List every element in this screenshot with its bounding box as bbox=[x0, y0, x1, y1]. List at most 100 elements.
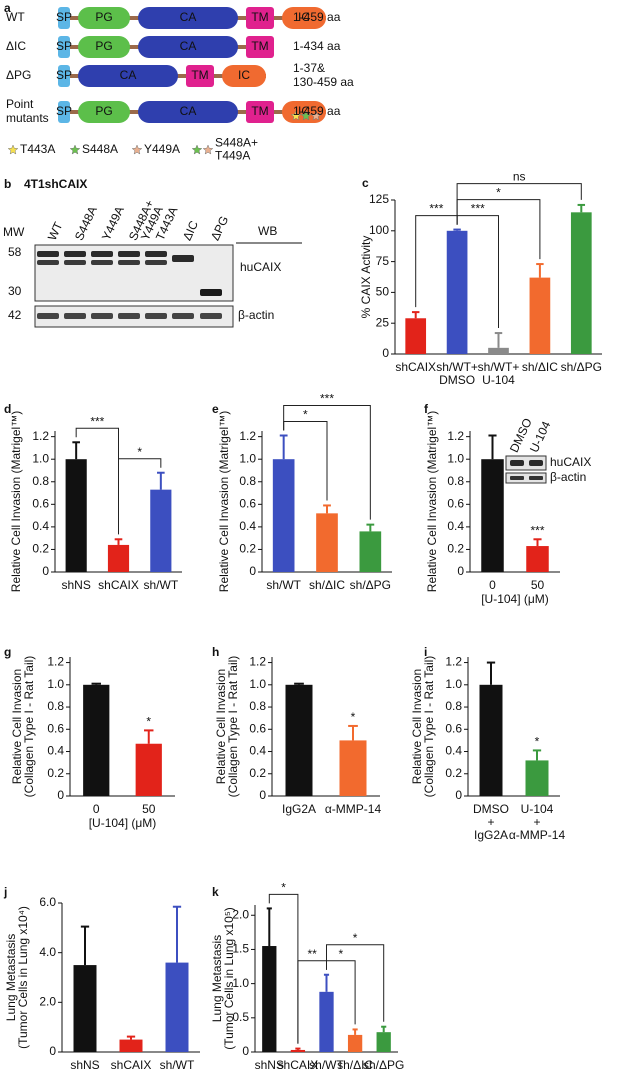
y-axis-label: % CAIX Activity bbox=[359, 236, 373, 319]
star bbox=[300, 110, 312, 121]
range: 1-434 aa bbox=[293, 39, 341, 53]
significance: *** bbox=[530, 523, 544, 537]
y-tick-label: 25 bbox=[376, 315, 390, 329]
mw-label: 30 bbox=[8, 284, 22, 298]
wb-title: WB bbox=[258, 224, 277, 238]
category-line: α-MMP-14 bbox=[509, 828, 566, 842]
y-tick-label: 1.0 bbox=[447, 451, 464, 465]
domain-label: PG bbox=[95, 104, 112, 118]
blot-title: 4T1shCAIX bbox=[24, 177, 87, 191]
category-label: 50 bbox=[531, 578, 545, 592]
y-tick-label: 0.6 bbox=[445, 721, 462, 735]
category-line: DMSO bbox=[439, 373, 475, 387]
domain bbox=[138, 101, 238, 123]
category-label: α-MMP-14 bbox=[325, 802, 382, 816]
category-label: sh/ΔPG bbox=[561, 360, 602, 374]
y-tick-label: 0.8 bbox=[239, 474, 256, 488]
y-axis-label: (Tumor Cells in Lung x10⁵) bbox=[222, 907, 236, 1050]
band bbox=[510, 460, 524, 466]
domain-label: CA bbox=[120, 68, 137, 82]
inset-label: β-actin bbox=[550, 470, 586, 484]
category-label: 50 bbox=[142, 802, 156, 816]
inset-label: huCAIX bbox=[550, 455, 591, 469]
y-tick-label: 1.2 bbox=[249, 655, 266, 669]
y-axis-label: Relative Cell Invasion bbox=[410, 669, 424, 784]
y-tick-label: 0.6 bbox=[47, 721, 64, 735]
bar bbox=[529, 277, 551, 354]
domain-label: TM bbox=[251, 39, 268, 53]
y-tick-label: 0.6 bbox=[447, 496, 464, 510]
lane-label: ΔIC bbox=[180, 218, 201, 242]
y-tick-label: 0.8 bbox=[32, 474, 49, 488]
y-tick-label: 2.0 bbox=[232, 907, 249, 921]
y-tick-label: 0.2 bbox=[447, 542, 464, 556]
x-axis-label: [U-104] (μM) bbox=[89, 816, 157, 830]
y-axis-label: Lung Metastasis bbox=[4, 934, 18, 1021]
y-tick-label: 125 bbox=[369, 192, 389, 206]
significance: * bbox=[137, 445, 142, 459]
significance: *** bbox=[90, 414, 104, 428]
category-label: DMSO + IgG2A bbox=[473, 802, 509, 842]
domain-label: CA bbox=[180, 104, 197, 118]
y-tick-label: 0.4 bbox=[32, 519, 49, 533]
significance: * bbox=[146, 715, 151, 729]
bar bbox=[347, 1034, 363, 1052]
domain bbox=[186, 65, 214, 87]
band bbox=[37, 251, 59, 257]
star bbox=[191, 144, 203, 155]
category-label: sh/WT bbox=[143, 578, 178, 592]
y-tick-label: 0.4 bbox=[249, 744, 266, 758]
y-axis-label: (Collagen Type I - Rat Tail) bbox=[226, 656, 240, 798]
y-axis-label: (Tumor Cells in Lung x10⁴) bbox=[16, 906, 30, 1049]
y-tick-label: 0.6 bbox=[249, 721, 266, 735]
category-label: shNS bbox=[61, 578, 90, 592]
panel-label: g bbox=[4, 645, 11, 659]
y-tick-label: 0 bbox=[457, 564, 464, 578]
bar bbox=[526, 546, 549, 572]
y-tick-label: 1.2 bbox=[445, 655, 462, 669]
bar bbox=[150, 489, 172, 572]
y-axis-label: Relative Cell Invasion (Matrigel™) bbox=[217, 411, 231, 592]
bar bbox=[119, 1039, 143, 1052]
domain bbox=[78, 65, 178, 87]
band bbox=[37, 260, 59, 265]
significance: *** bbox=[429, 202, 443, 216]
star bbox=[202, 144, 214, 155]
lane-label: ΔPG bbox=[208, 214, 231, 243]
y-tick-label: 1.2 bbox=[32, 429, 49, 443]
y-axis-label: (Collagen Type I - Rat Tail) bbox=[422, 656, 436, 798]
y-tick-label: 1.0 bbox=[249, 677, 266, 691]
domain bbox=[58, 65, 70, 87]
y-tick-label: 1.5 bbox=[232, 942, 249, 956]
domain-label: IC bbox=[238, 68, 250, 82]
y-tick-label: 0.8 bbox=[47, 699, 64, 713]
lane-label: WT bbox=[45, 219, 66, 242]
band bbox=[529, 460, 543, 466]
panel-label: j bbox=[3, 885, 7, 899]
category-line: IgG2A bbox=[474, 828, 508, 842]
y-tick-label: 1.2 bbox=[47, 655, 64, 669]
band bbox=[200, 313, 222, 319]
mw-label: 42 bbox=[8, 308, 22, 322]
panel-label: h bbox=[212, 645, 219, 659]
band bbox=[145, 251, 167, 257]
bar bbox=[262, 946, 277, 1052]
y-axis-label: (Collagen Type I - Rat Tail) bbox=[22, 656, 36, 798]
y-tick-label: 0.4 bbox=[239, 519, 256, 533]
band bbox=[172, 255, 194, 262]
significance: * bbox=[303, 408, 308, 422]
y-tick-label: 0 bbox=[57, 788, 64, 802]
y-tick-label: 0 bbox=[242, 1044, 249, 1058]
bar bbox=[479, 684, 503, 796]
y-tick-label: 0.2 bbox=[249, 766, 266, 780]
domain-label: CA bbox=[180, 39, 197, 53]
panel-label: c bbox=[362, 176, 369, 190]
category-label: shCAIX bbox=[111, 1058, 152, 1072]
mutation-label: S448A bbox=[82, 142, 118, 156]
y-tick-label: 1.2 bbox=[239, 429, 256, 443]
y-tick-label: 0.4 bbox=[447, 519, 464, 533]
bracket bbox=[456, 183, 582, 225]
band bbox=[37, 313, 59, 319]
domain-label: PG bbox=[95, 10, 112, 24]
